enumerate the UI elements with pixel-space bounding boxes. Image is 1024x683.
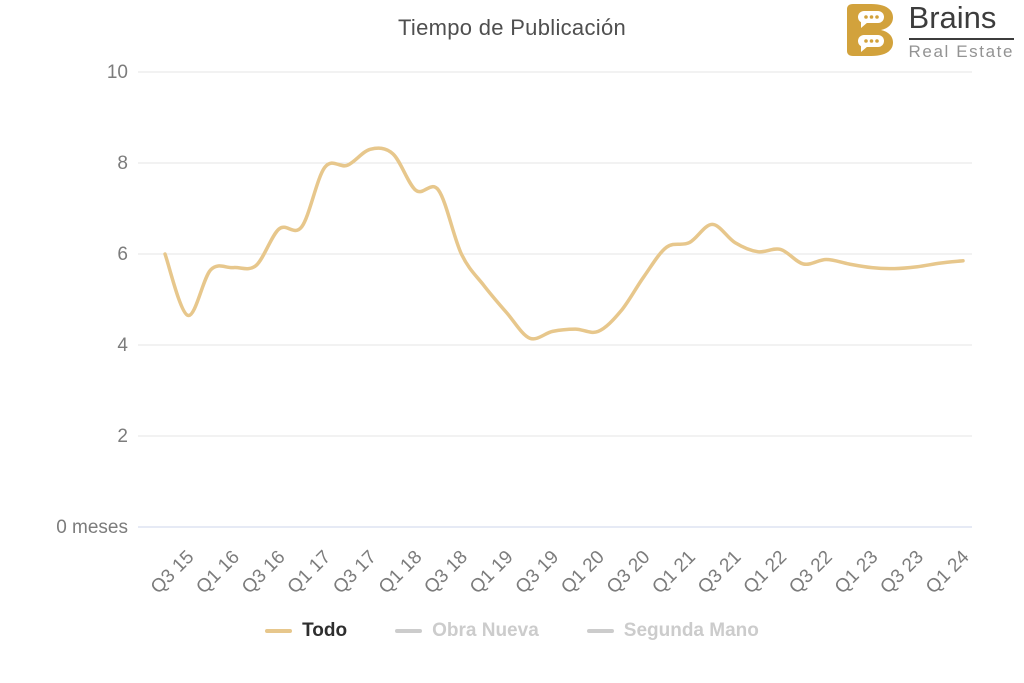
x-axis-label: Q3 15 bbox=[147, 547, 198, 598]
x-axis-label: Q1 21 bbox=[648, 547, 699, 598]
chart-title: Tiempo de Publicación bbox=[397, 15, 627, 40]
legend-item-label: Todo bbox=[302, 620, 348, 641]
legend-item-segunda-mano[interactable]: Segunda Mano bbox=[586, 620, 759, 642]
x-axis-label: Q3 20 bbox=[603, 547, 654, 598]
x-axis-label: Q1 24 bbox=[922, 546, 974, 598]
legend-item-obra-nueva[interactable]: Obra Nueva bbox=[395, 620, 539, 642]
brand-tagline: Real Estate bbox=[908, 41, 1014, 61]
x-axis-label: Q3 18 bbox=[420, 547, 471, 598]
x-axis-label: Q1 17 bbox=[284, 547, 335, 598]
x-axis-label: Q3 23 bbox=[876, 547, 927, 598]
x-axis-label: Q3 17 bbox=[329, 547, 380, 598]
y-axis-label: 6 bbox=[117, 244, 128, 265]
x-axis-label: Q3 21 bbox=[694, 547, 745, 598]
x-axis-label: Q3 19 bbox=[512, 547, 563, 598]
legend-item-todo[interactable]: Todo bbox=[265, 620, 347, 642]
brand-text-block: Brains Real Estate bbox=[908, 1, 1014, 62]
x-axis-label: Q3 22 bbox=[785, 547, 836, 598]
x-axis-label: Q1 16 bbox=[192, 547, 243, 598]
x-axis-label: Q1 19 bbox=[466, 547, 517, 598]
legend-dash-icon bbox=[586, 629, 614, 633]
y-axis-label: 10 bbox=[107, 62, 128, 83]
y-axis-label: 8 bbox=[117, 153, 128, 174]
legend: Todo Obra Nueva Segunda Mano bbox=[0, 620, 1024, 642]
x-axis-label: Q1 20 bbox=[557, 547, 608, 598]
x-axis-label: Q1 22 bbox=[740, 547, 791, 598]
y-axis-label: 0 meses bbox=[56, 517, 128, 538]
y-axis-label: 2 bbox=[117, 426, 128, 447]
chat-bubbles-b-icon bbox=[846, 4, 893, 56]
legend-item-label: Obra Nueva bbox=[432, 620, 539, 641]
y-axis-label: 4 bbox=[117, 335, 128, 356]
brand-name: Brains bbox=[908, 1, 1014, 40]
brains-logo: Brains Real Estate bbox=[840, 1, 1014, 62]
x-axis-label: Q3 16 bbox=[238, 547, 289, 598]
legend-item-label: Segunda Mano bbox=[623, 620, 759, 641]
legend-dash-icon bbox=[395, 629, 423, 633]
x-axis-label: Q1 23 bbox=[831, 547, 882, 598]
legend-dash-icon bbox=[265, 629, 293, 633]
x-axis-label: Q1 18 bbox=[375, 547, 426, 598]
series-line-todo bbox=[163, 146, 965, 341]
